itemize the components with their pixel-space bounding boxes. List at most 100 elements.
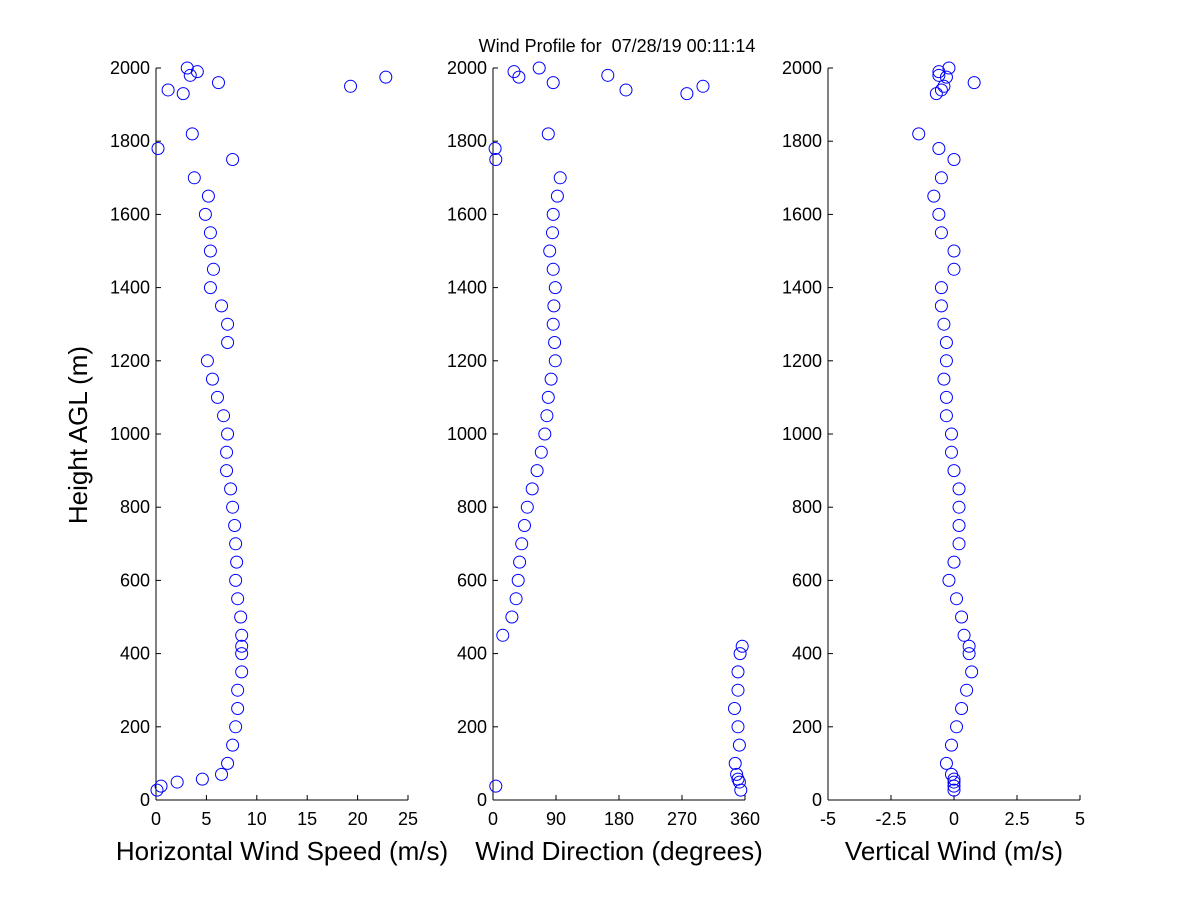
data-point-speed bbox=[217, 409, 231, 423]
data-point-vertical bbox=[912, 127, 926, 141]
data-point-speed bbox=[206, 262, 220, 276]
data-point-vertical bbox=[932, 142, 946, 156]
data-point-direction bbox=[544, 372, 558, 386]
data-point-vertical bbox=[939, 354, 953, 368]
data-point-direction bbox=[546, 226, 559, 240]
data-point-speed bbox=[185, 127, 199, 141]
data-point-direction bbox=[546, 317, 560, 331]
data-point-direction bbox=[734, 783, 748, 797]
y-tick-label: 200 bbox=[792, 717, 822, 737]
data-point-speed bbox=[344, 79, 358, 93]
x-axis-label: Horizontal Wind Speed (m/s) bbox=[116, 836, 448, 866]
data-point-speed bbox=[215, 767, 229, 781]
x-tick-label: 0 bbox=[488, 809, 498, 829]
data-point-vertical bbox=[939, 756, 953, 770]
x-tick-label: 15 bbox=[297, 809, 317, 829]
data-point-direction bbox=[507, 65, 521, 79]
data-point-direction bbox=[538, 427, 552, 441]
data-point-vertical bbox=[947, 464, 961, 478]
data-point-vertical bbox=[962, 647, 976, 661]
data-point-speed bbox=[235, 647, 249, 661]
y-tick-label: 600 bbox=[792, 570, 822, 590]
y-tick-label: 1600 bbox=[447, 204, 487, 224]
y-tick-label: 1200 bbox=[782, 351, 822, 371]
data-point-direction bbox=[547, 299, 561, 313]
figure-title: Wind Profile for 07/28/19 00:11:14 bbox=[479, 36, 756, 56]
data-point-speed bbox=[161, 83, 175, 97]
data-point-vertical bbox=[955, 702, 969, 715]
data-point-direction bbox=[489, 779, 503, 793]
data-point-speed bbox=[228, 519, 242, 532]
data-point-speed bbox=[215, 299, 229, 313]
y-tick-label: 0 bbox=[812, 790, 822, 810]
data-point-vertical bbox=[934, 299, 948, 313]
x-tick-label: 5 bbox=[1075, 809, 1085, 829]
x-tick-label: 20 bbox=[348, 809, 368, 829]
y-tick-label: 0 bbox=[477, 790, 487, 810]
y-tick-label: 0 bbox=[140, 790, 150, 810]
y-tick-label: 1400 bbox=[110, 278, 150, 298]
data-point-speed bbox=[198, 207, 212, 221]
data-point-speed bbox=[203, 226, 217, 240]
data-point-vertical bbox=[952, 500, 966, 514]
data-point-speed bbox=[226, 738, 240, 752]
data-point-speed bbox=[210, 390, 224, 404]
data-point-speed bbox=[226, 500, 240, 514]
data-point-direction bbox=[731, 772, 745, 786]
data-point-direction bbox=[505, 610, 519, 624]
data-point-direction bbox=[511, 573, 525, 587]
data-point-vertical bbox=[944, 445, 958, 459]
data-point-direction bbox=[509, 592, 523, 606]
data-point-speed bbox=[170, 775, 184, 789]
data-point-vertical bbox=[932, 65, 946, 79]
y-tick-label: 2000 bbox=[447, 58, 487, 78]
x-tick-label: -2.5 bbox=[875, 809, 906, 829]
x-tick-label: 90 bbox=[546, 809, 566, 829]
panel-direction: 0 200 400 600 800 1000 1200 1400 1600 1800 2000 0 90… bbox=[447, 58, 763, 866]
data-point-direction bbox=[540, 409, 554, 423]
data-point-direction bbox=[553, 171, 567, 185]
y-tick-label: 800 bbox=[792, 497, 822, 517]
data-point-vertical bbox=[947, 244, 961, 258]
data-point-speed bbox=[229, 573, 243, 587]
panel-vertical: 0 200 400 600 800 1000 1200 1400 1600 1800 2000 -5 -… bbox=[782, 58, 1085, 866]
data-point-direction bbox=[601, 68, 615, 82]
data-point-vertical bbox=[934, 171, 948, 185]
data-point-vertical bbox=[955, 610, 969, 624]
data-point-direction bbox=[546, 262, 560, 276]
data-point-direction bbox=[541, 390, 555, 404]
x-tick-label: 270 bbox=[667, 809, 697, 829]
data-point-direction bbox=[525, 482, 539, 496]
data-point-vertical bbox=[947, 262, 961, 276]
data-point-vertical bbox=[957, 628, 971, 642]
data-point-speed bbox=[226, 153, 240, 166]
panel-speed: 0 200 400 600 800 1000 1200 1400 1600 1800 2000 0 5 1… bbox=[110, 58, 448, 866]
data-point-vertical bbox=[947, 783, 961, 797]
y-tick-label: 2000 bbox=[110, 58, 150, 78]
data-point-speed bbox=[229, 720, 243, 734]
data-point-speed bbox=[180, 61, 194, 75]
data-point-vertical bbox=[939, 336, 953, 349]
y-tick-label: 1000 bbox=[782, 424, 822, 444]
data-point-vertical bbox=[939, 409, 953, 423]
data-point-speed bbox=[220, 464, 234, 478]
y-tick-label: 800 bbox=[120, 497, 150, 517]
data-point-direction bbox=[732, 738, 746, 752]
data-point-speed bbox=[154, 779, 168, 793]
x-tick-label: 5 bbox=[201, 809, 211, 829]
data-point-vertical bbox=[937, 317, 951, 331]
data-point-vertical bbox=[937, 372, 951, 386]
data-point-vertical bbox=[947, 775, 961, 789]
y-tick-label: 600 bbox=[120, 570, 150, 590]
data-point-direction bbox=[534, 445, 548, 459]
data-point-direction bbox=[513, 555, 527, 569]
data-point-direction bbox=[546, 76, 560, 90]
x-tick-label: 180 bbox=[604, 809, 634, 829]
data-point-direction bbox=[619, 83, 633, 97]
data-point-vertical bbox=[934, 83, 948, 97]
data-point-vertical bbox=[934, 281, 948, 295]
x-axis-label: Wind Direction (degrees) bbox=[475, 836, 763, 866]
data-point-direction bbox=[532, 61, 546, 75]
y-tick-label: 200 bbox=[120, 717, 150, 737]
data-point-speed bbox=[205, 372, 219, 386]
